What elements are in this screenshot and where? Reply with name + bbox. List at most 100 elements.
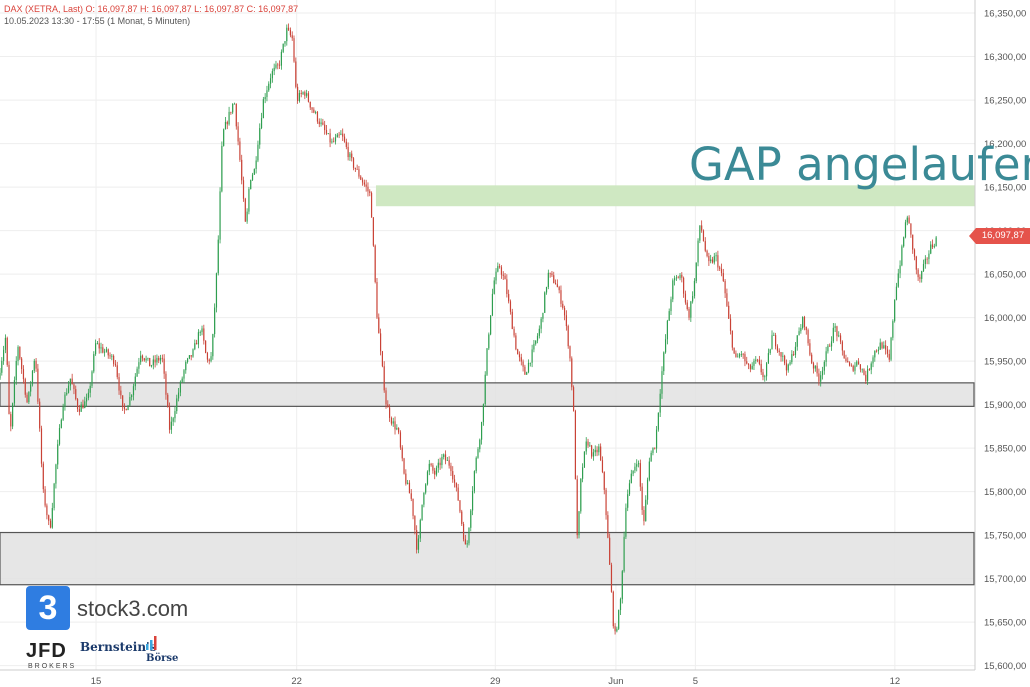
candle-body (360, 176, 362, 180)
candle-body (592, 452, 595, 457)
candle-body (396, 428, 398, 430)
candle-body (913, 249, 916, 257)
candle-body (646, 479, 649, 500)
candle-body (594, 449, 596, 453)
bar-chart-icon (146, 636, 157, 650)
candle-body (116, 365, 118, 378)
candle-body (488, 334, 490, 349)
candle-body (751, 365, 753, 370)
candle-body (921, 271, 923, 279)
candle-body (493, 280, 495, 294)
candle-body (118, 377, 120, 391)
candle-body (214, 307, 216, 335)
candle-body (931, 244, 934, 248)
candle-body (834, 326, 836, 328)
candle-body (500, 267, 503, 275)
candle-body (796, 335, 798, 347)
candle-body (343, 136, 346, 142)
candle-body (392, 421, 394, 424)
candle-body (715, 255, 717, 257)
candle-body (513, 329, 515, 336)
candle-body (316, 112, 319, 122)
candle-body (679, 274, 681, 279)
candle-body (224, 121, 227, 130)
candle-body (775, 335, 777, 347)
candle-body (327, 133, 329, 135)
candle-body (591, 445, 593, 457)
candle-body (881, 342, 883, 349)
candle-body (793, 354, 795, 355)
candle-body (473, 471, 475, 492)
candle-body (556, 284, 558, 288)
candle-body (114, 363, 117, 366)
candle-body (410, 493, 412, 499)
candle-body (241, 159, 243, 181)
candle-body (836, 326, 838, 337)
candle-body (612, 591, 614, 627)
candle-body (376, 281, 378, 318)
candle-body (100, 347, 102, 349)
candle-body (854, 365, 856, 371)
candle-body (562, 303, 564, 308)
candle-body (304, 92, 306, 96)
candle-body (251, 174, 254, 180)
candle-body (506, 279, 508, 295)
candle-body (248, 189, 250, 212)
candle-body (769, 349, 771, 354)
candle-body (102, 347, 104, 353)
candle-body (497, 266, 499, 272)
candle-body (459, 500, 461, 512)
candle-body (237, 126, 239, 142)
candle-body (136, 368, 138, 377)
candle-body (632, 470, 634, 474)
candle-body (30, 384, 32, 392)
candle-body (863, 369, 865, 375)
candle-body (150, 365, 153, 367)
candle-body (120, 390, 122, 396)
candle-body (634, 466, 636, 471)
candle-body (448, 460, 450, 466)
y-tick-label: 16,300,00 (984, 52, 1026, 63)
candle-body (383, 366, 385, 391)
candle-body (742, 353, 744, 355)
candle-body (710, 259, 712, 262)
candle-body (349, 153, 351, 158)
candle-body (226, 121, 228, 125)
candle-body (847, 360, 849, 363)
candle-body (677, 277, 679, 279)
candle-body (176, 398, 178, 412)
candle-body (870, 363, 872, 370)
candle-body (33, 360, 35, 371)
candle-body (475, 457, 477, 472)
candle-body (6, 337, 8, 365)
candle-body (333, 141, 335, 143)
candle-body (282, 43, 284, 52)
candle-body (80, 404, 82, 412)
candle-body (876, 350, 878, 352)
candle-body (868, 369, 871, 371)
candle-body (583, 451, 586, 468)
candle-body (336, 134, 338, 138)
candle-body (69, 378, 71, 386)
candle-body (681, 274, 683, 278)
candle-body (138, 362, 140, 369)
candle-body (161, 357, 163, 359)
candle-body (462, 523, 465, 540)
candle-body (215, 273, 218, 308)
candle-body (273, 67, 275, 72)
candle-body (805, 326, 807, 331)
candle-body (331, 141, 333, 143)
candle-body (580, 478, 582, 512)
candle-body (708, 256, 710, 262)
candle-body (295, 61, 297, 87)
candle-body (747, 363, 750, 365)
candle-body (62, 406, 64, 420)
candle-body (630, 473, 632, 484)
bernstein-logo-line2: Börse (146, 653, 179, 664)
candle-body (338, 134, 340, 136)
candle-body (145, 358, 147, 361)
candle-body (437, 462, 439, 468)
candle-body (399, 432, 402, 448)
candle-body (379, 333, 382, 352)
